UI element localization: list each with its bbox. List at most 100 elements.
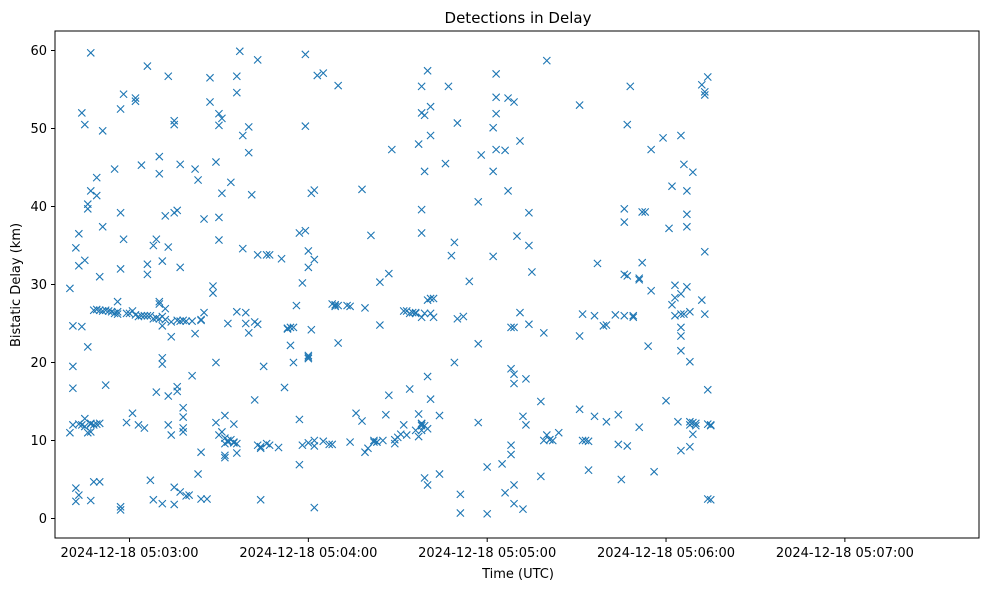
data-point — [334, 339, 343, 347]
data-point — [307, 325, 316, 334]
data-point — [507, 364, 516, 373]
data-point — [194, 470, 203, 479]
data-point — [304, 353, 313, 362]
data-point — [697, 80, 706, 89]
data-point — [86, 427, 95, 436]
data-point — [527, 268, 536, 277]
data-point — [456, 490, 465, 499]
data-point — [498, 459, 507, 468]
data-point — [614, 410, 623, 419]
data-point — [164, 392, 173, 401]
data-point — [548, 436, 557, 445]
data-point — [685, 307, 694, 316]
data-point — [217, 427, 226, 436]
data-point — [116, 264, 125, 273]
data-point — [536, 397, 545, 406]
data-point — [143, 311, 152, 320]
data-point — [590, 412, 599, 421]
data-point — [256, 444, 265, 453]
data-point — [304, 438, 313, 447]
data-point — [244, 328, 253, 337]
data-point — [134, 420, 143, 429]
data-point — [113, 307, 122, 316]
data-points — [65, 47, 715, 518]
data-point — [441, 159, 450, 168]
data-point — [402, 431, 411, 440]
data-point — [414, 140, 423, 149]
data-point — [77, 322, 86, 331]
data-point — [688, 430, 697, 439]
data-point — [474, 197, 483, 206]
data-point — [110, 165, 119, 174]
data-point — [86, 420, 95, 429]
data-point — [334, 81, 343, 90]
data-point — [206, 73, 214, 82]
data-point — [501, 146, 510, 155]
data-point — [86, 186, 95, 195]
data-point — [635, 274, 644, 283]
data-point — [92, 191, 101, 200]
data-point — [384, 269, 393, 278]
data-point — [685, 442, 694, 451]
data-point — [89, 420, 98, 429]
data-point — [113, 297, 122, 306]
data-point — [286, 341, 295, 350]
data-point — [152, 235, 161, 244]
data-point — [179, 316, 188, 325]
data-point — [128, 409, 137, 418]
data-point — [638, 207, 647, 216]
data-point — [232, 307, 241, 316]
data-point — [408, 308, 417, 317]
data-point — [173, 382, 182, 391]
data-point — [411, 308, 420, 317]
data-point — [578, 310, 587, 319]
data-point — [295, 460, 304, 469]
data-point — [507, 323, 516, 332]
data-point — [98, 126, 107, 135]
data-point — [197, 315, 206, 324]
data-point — [149, 314, 158, 323]
data-point — [670, 281, 679, 290]
data-point — [536, 472, 545, 481]
data-point — [384, 391, 393, 400]
data-point — [668, 300, 676, 309]
data-point — [89, 306, 98, 315]
data-point — [510, 370, 519, 379]
data-point — [390, 439, 399, 448]
data-point — [665, 224, 674, 233]
data-point — [319, 69, 328, 78]
data-point — [623, 120, 632, 129]
data-point — [504, 94, 513, 103]
data-point — [232, 448, 241, 457]
data-point — [101, 306, 110, 315]
data-point — [161, 211, 170, 220]
data-point — [328, 440, 337, 449]
data-point — [158, 257, 167, 266]
data-point — [420, 167, 429, 176]
data-point — [447, 251, 456, 260]
data-point — [250, 395, 259, 404]
data-point — [515, 136, 524, 145]
data-point — [620, 204, 629, 213]
data-point — [450, 358, 459, 367]
data-point — [629, 313, 638, 322]
data-point — [214, 121, 223, 130]
data-point — [310, 186, 319, 195]
data-point — [176, 263, 185, 272]
data-point — [593, 259, 602, 268]
data-point — [453, 119, 462, 128]
data-point — [429, 313, 438, 322]
data-point — [426, 294, 435, 303]
data-point — [295, 229, 304, 238]
data-point — [620, 311, 629, 320]
y-axis-title: Bistatic Delay (km) — [9, 223, 24, 347]
data-point — [179, 427, 188, 436]
data-point — [197, 448, 206, 457]
data-point — [682, 222, 691, 231]
data-point — [241, 319, 250, 328]
data-point — [170, 500, 179, 509]
data-point — [700, 87, 709, 96]
y-tick-label: 10 — [30, 434, 47, 449]
data-point — [167, 431, 176, 440]
data-point — [137, 311, 146, 320]
